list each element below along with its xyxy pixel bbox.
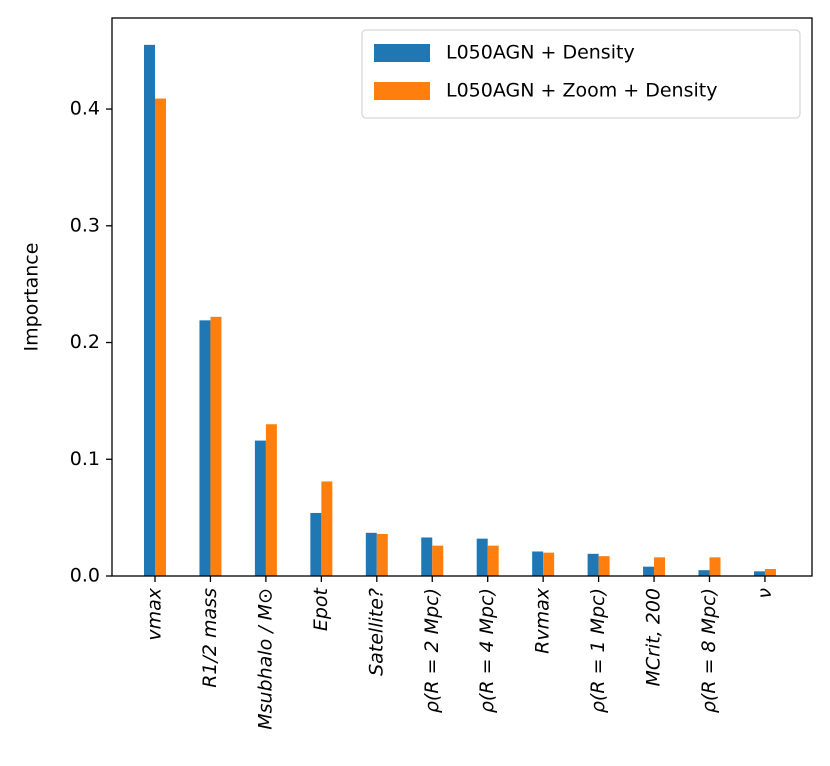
- bar: [144, 44, 155, 577]
- legend-label: L050AGN + Zoom + Density: [446, 80, 717, 102]
- legend-swatch: [374, 82, 430, 100]
- x-tick-label: ρ(R = 2 Mpc): [421, 588, 443, 713]
- bar: [421, 537, 433, 576]
- bar: [598, 556, 610, 576]
- bar: [698, 570, 710, 576]
- x-tick-label: Epot: [310, 586, 332, 631]
- bar: [643, 566, 655, 576]
- x-tick-label: ρ(R = 4 Mpc): [476, 588, 498, 713]
- bar: [487, 545, 499, 576]
- x-tick-label: R1/2 mass: [199, 588, 221, 688]
- bar: [543, 552, 555, 576]
- bar: [654, 557, 666, 576]
- x-tick-label: ρ(R = 8 Mpc): [698, 588, 720, 713]
- bar: [210, 316, 222, 576]
- bar: [265, 424, 277, 576]
- x-tick-label: Rvmax: [532, 587, 554, 654]
- y-tick-label: 0.4: [70, 98, 100, 120]
- y-tick-label: 0.2: [70, 331, 100, 353]
- legend-swatch: [374, 44, 430, 62]
- y-tick-label: 0.1: [70, 448, 100, 470]
- x-tick-label: ν: [753, 588, 775, 599]
- bar: [376, 533, 388, 576]
- legend-frame: [361, 29, 801, 119]
- bar: [709, 557, 721, 576]
- bar: [155, 98, 166, 576]
- y-axis-label: Importance: [21, 243, 43, 352]
- plot-frame: [111, 17, 813, 577]
- bar: [764, 568, 776, 576]
- y-tick-label: 0.3: [70, 214, 100, 236]
- x-tick-label: Msubhalo / M⊙: [254, 588, 276, 730]
- legend-label: L050AGN + Density: [446, 42, 635, 64]
- bar: [310, 512, 322, 576]
- x-tick-label: ρ(R = 1 Mpc): [587, 588, 609, 713]
- bar: [365, 532, 377, 576]
- bar: [432, 545, 444, 576]
- bar: [199, 320, 211, 576]
- bar: [321, 481, 333, 576]
- x-tick-label: MCrit, 200: [643, 588, 665, 687]
- bar: [532, 551, 544, 576]
- bar: [254, 440, 266, 576]
- bar: [476, 538, 488, 576]
- x-tick-label: Satellite?: [365, 588, 387, 676]
- bar: [587, 553, 599, 576]
- bar: [753, 571, 765, 576]
- x-tick-label: vmax: [144, 587, 166, 640]
- y-tick-label: 0.0: [70, 565, 100, 587]
